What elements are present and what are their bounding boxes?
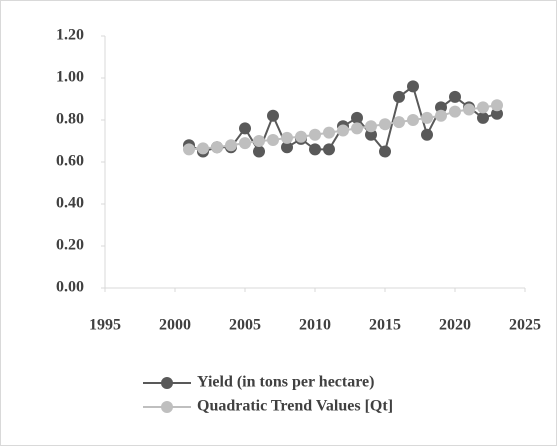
x-tick-label: 2005 <box>229 317 261 334</box>
legend-label: Quadratic Trend Values [Qt] <box>197 398 393 415</box>
data-point <box>365 128 377 141</box>
y-tick-label: 0.00 <box>56 279 84 296</box>
data-point <box>407 114 419 126</box>
x-tick-label: 2010 <box>299 317 331 334</box>
data-point <box>491 107 503 120</box>
data-point <box>295 130 307 143</box>
data-point <box>267 133 279 146</box>
x-tick-label: 2020 <box>439 317 471 334</box>
y-tick-label: 0.20 <box>56 237 84 254</box>
data-point <box>337 124 349 137</box>
data-point <box>393 90 405 103</box>
data-point <box>449 90 461 103</box>
data-point <box>225 139 237 152</box>
data-point <box>379 145 391 158</box>
y-tick-label: 0.80 <box>56 111 84 128</box>
data-point <box>253 145 265 158</box>
x-tick-label: 1995 <box>89 317 121 334</box>
y-tick-label: 0.40 <box>56 195 84 212</box>
data-point <box>477 101 489 114</box>
legend-marker <box>161 401 173 413</box>
data-point <box>477 111 489 124</box>
data-point <box>323 126 335 139</box>
data-point <box>309 143 321 156</box>
data-point <box>365 120 377 133</box>
x-tick-label: 2015 <box>369 317 401 334</box>
data-point <box>351 111 363 124</box>
data-point <box>253 135 265 147</box>
data-point <box>407 80 419 93</box>
data-point <box>449 105 461 118</box>
data-point <box>435 109 447 122</box>
data-point <box>239 122 251 135</box>
data-point <box>491 99 503 112</box>
data-point <box>463 103 475 116</box>
data-point <box>435 101 447 114</box>
y-tick-label: 1.00 <box>56 69 84 86</box>
legend-label: Yield (in tons per hectare) <box>197 374 374 391</box>
data-point <box>183 143 195 156</box>
data-point <box>211 141 223 154</box>
data-point <box>267 109 279 122</box>
data-point <box>421 128 433 141</box>
data-point <box>393 116 405 129</box>
data-point <box>379 118 391 131</box>
x-tick-label: 2025 <box>509 317 541 334</box>
data-point <box>351 122 363 135</box>
data-point <box>309 128 321 141</box>
data-point <box>197 142 209 155</box>
data-point <box>281 131 293 144</box>
y-tick-label: 1.20 <box>56 27 84 44</box>
x-tick-label: 2000 <box>159 317 191 334</box>
data-point <box>421 111 433 124</box>
legend-marker <box>161 377 173 389</box>
y-tick-label: 0.60 <box>56 153 84 170</box>
data-point <box>323 143 335 156</box>
data-point <box>239 137 251 150</box>
data-point <box>281 141 293 154</box>
